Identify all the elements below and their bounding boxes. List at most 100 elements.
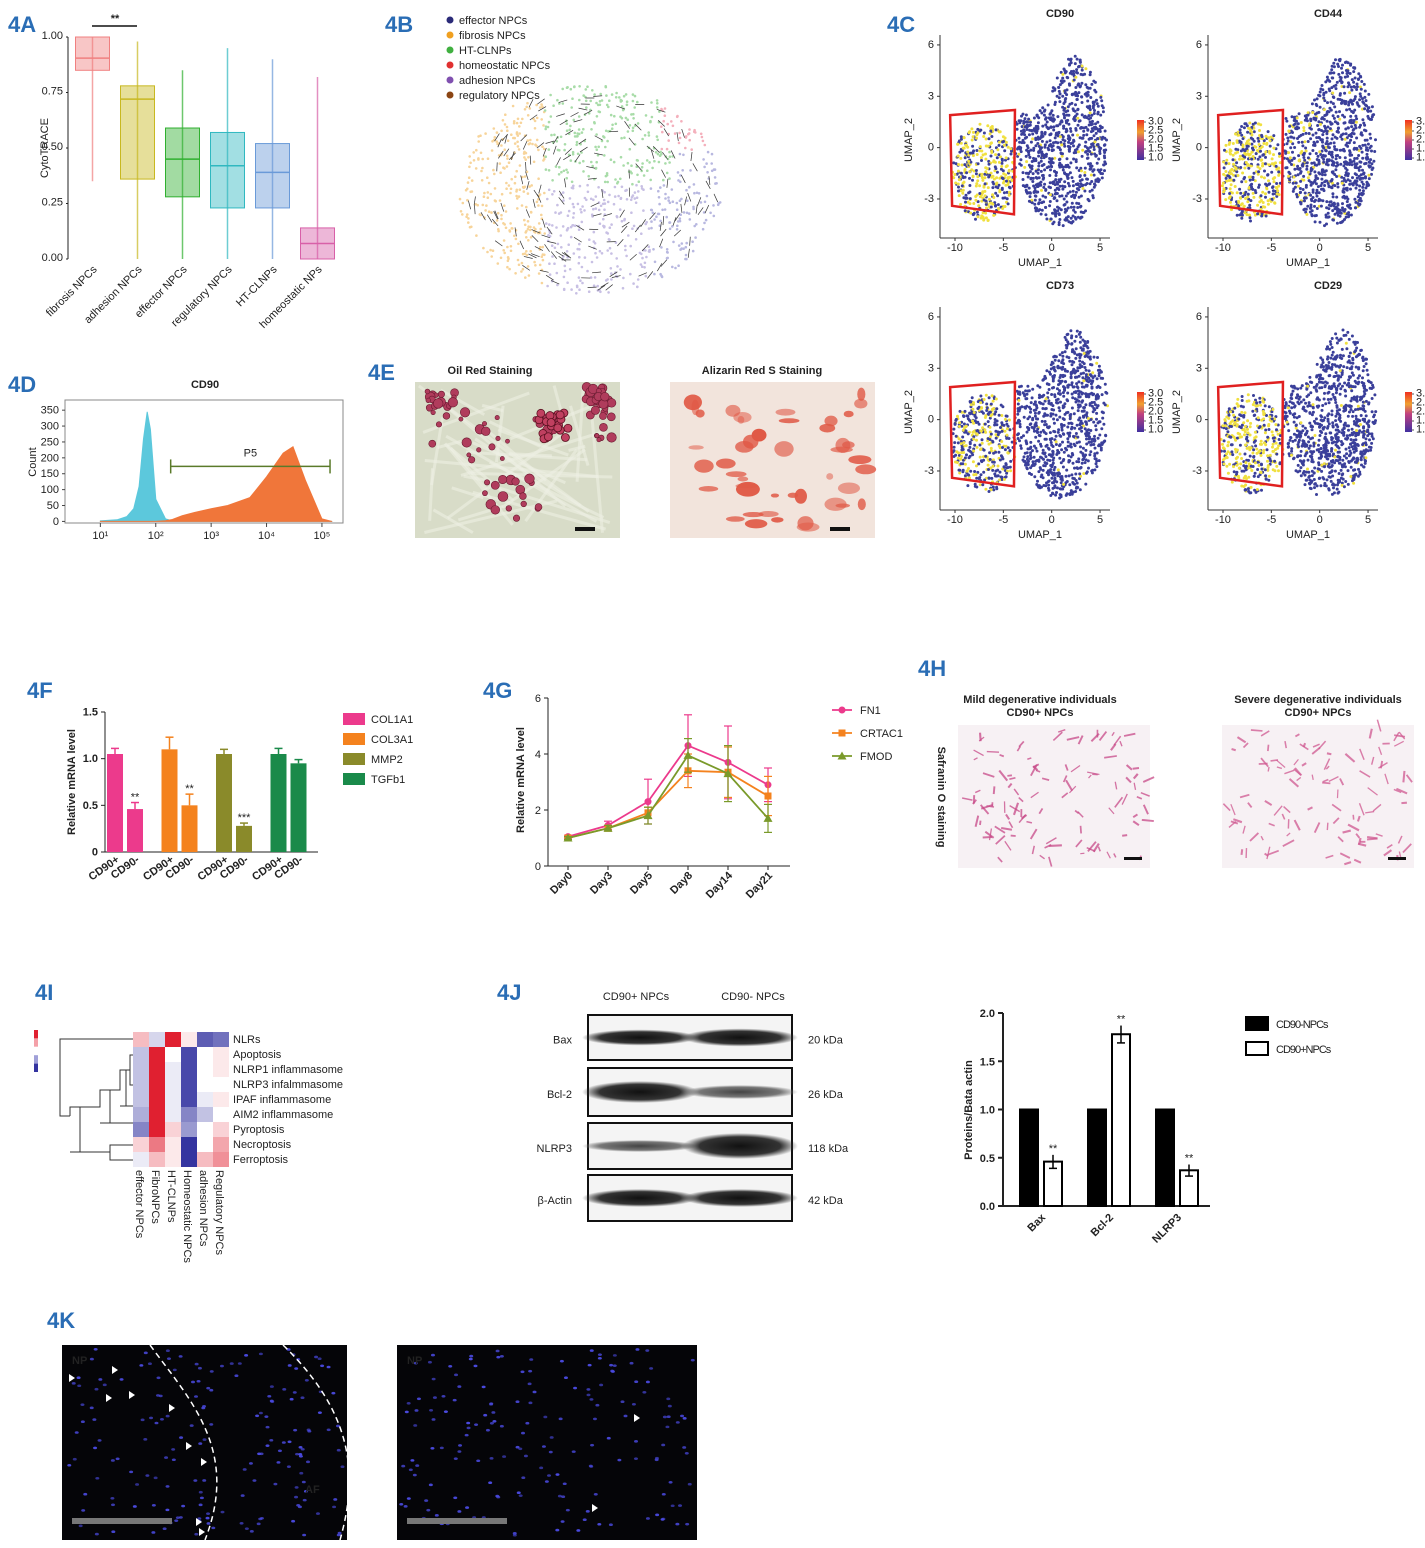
cell-point (607, 201, 610, 204)
cell-point (537, 204, 540, 207)
y-tick-label: 0.75 (42, 86, 63, 98)
cell-point (640, 185, 643, 188)
cell-point (1068, 166, 1071, 169)
cell-point (1033, 117, 1036, 120)
cell-point (966, 151, 969, 154)
cell-point (1075, 183, 1078, 186)
cell-point (483, 195, 486, 198)
cell-point (1099, 114, 1102, 117)
cell-point (1302, 162, 1305, 165)
cell-point (645, 256, 648, 259)
cell-point (981, 426, 984, 429)
cell-point (964, 156, 967, 159)
colorbar-label: 3.0 (1148, 116, 1163, 128)
cell-point (663, 184, 666, 187)
cell-point (481, 158, 484, 161)
y-tick-label: 50 (47, 500, 59, 512)
cell-point (580, 211, 583, 214)
cell-point (524, 108, 527, 111)
cell-point (505, 227, 508, 230)
cell-point (677, 179, 680, 182)
cell-point (1077, 91, 1080, 94)
cell-point (1086, 105, 1089, 108)
cell-point (981, 438, 984, 441)
cell-point (1316, 177, 1319, 180)
cell-point (581, 282, 584, 285)
cell-point (1055, 210, 1058, 213)
cell-point (1332, 195, 1335, 198)
velocity-arrow (617, 239, 623, 246)
cell-point (964, 209, 967, 212)
cell-point (1330, 180, 1333, 183)
cell-point (1331, 92, 1334, 95)
cell-point (610, 267, 613, 270)
y-tick-label: 2 (535, 805, 541, 817)
cell-point (964, 168, 967, 171)
cell-point (549, 94, 552, 97)
cell-point (1297, 185, 1300, 188)
cell-point (1343, 210, 1346, 213)
cell-point (1221, 184, 1224, 187)
cell-point (972, 135, 975, 138)
cell-point (1071, 141, 1074, 144)
cell-point (1324, 173, 1327, 176)
cell-point (560, 136, 563, 139)
cell-point (1249, 128, 1252, 131)
cell-point (525, 106, 528, 109)
cell-point (1052, 445, 1055, 448)
cell-point (510, 133, 513, 136)
cell-point (1099, 172, 1102, 175)
cell-point (957, 163, 960, 166)
cell-point (1346, 69, 1349, 72)
velocity-arrow (601, 283, 609, 288)
cell-point (1073, 385, 1076, 388)
cell-point (572, 151, 575, 154)
cell-point (1061, 73, 1064, 76)
cell-point (1054, 136, 1057, 139)
velocity-arrow (681, 204, 682, 213)
cell-point (548, 148, 551, 151)
cell-point (1249, 179, 1252, 182)
cell-point (1061, 194, 1064, 197)
cell-point (1331, 156, 1334, 159)
legend-marker (447, 92, 454, 99)
cell-point (1032, 185, 1035, 188)
cell-point (1060, 178, 1063, 181)
cell-point (615, 257, 618, 260)
cell-point (1077, 409, 1080, 412)
cell-point (1085, 126, 1088, 129)
cell-point (569, 268, 572, 271)
cell-point (679, 153, 682, 156)
cell-point (979, 129, 982, 132)
cell-point (1368, 166, 1371, 169)
cell-point (997, 207, 1000, 210)
cell-point (506, 155, 509, 158)
cell-point (1313, 142, 1316, 145)
velocity-arrow (524, 256, 533, 258)
cell-point (1056, 183, 1059, 186)
cell-point (1307, 156, 1310, 159)
cell-point (988, 198, 991, 201)
cell-point (1058, 100, 1061, 103)
legend-label: homeostatic NPCs (459, 60, 551, 72)
cell-point (567, 243, 570, 246)
cell-point (556, 284, 559, 287)
cell-point (1008, 437, 1011, 440)
cell-point (1043, 183, 1046, 186)
cell-point (983, 186, 986, 189)
cell-point (1055, 134, 1058, 137)
cell-point (616, 265, 619, 268)
cell-point (1362, 189, 1365, 192)
cell-point (586, 270, 589, 273)
cell-point (1007, 446, 1010, 449)
heatmap-cell (213, 1137, 229, 1152)
cell-point (522, 186, 525, 189)
cell-point (961, 192, 964, 195)
cell-point (523, 156, 526, 159)
cell-point (1350, 125, 1353, 128)
cell-point (527, 220, 530, 223)
cell-point (1276, 143, 1279, 146)
cell-point (988, 477, 991, 480)
cell-point (664, 193, 667, 196)
cell-point (1317, 94, 1320, 97)
